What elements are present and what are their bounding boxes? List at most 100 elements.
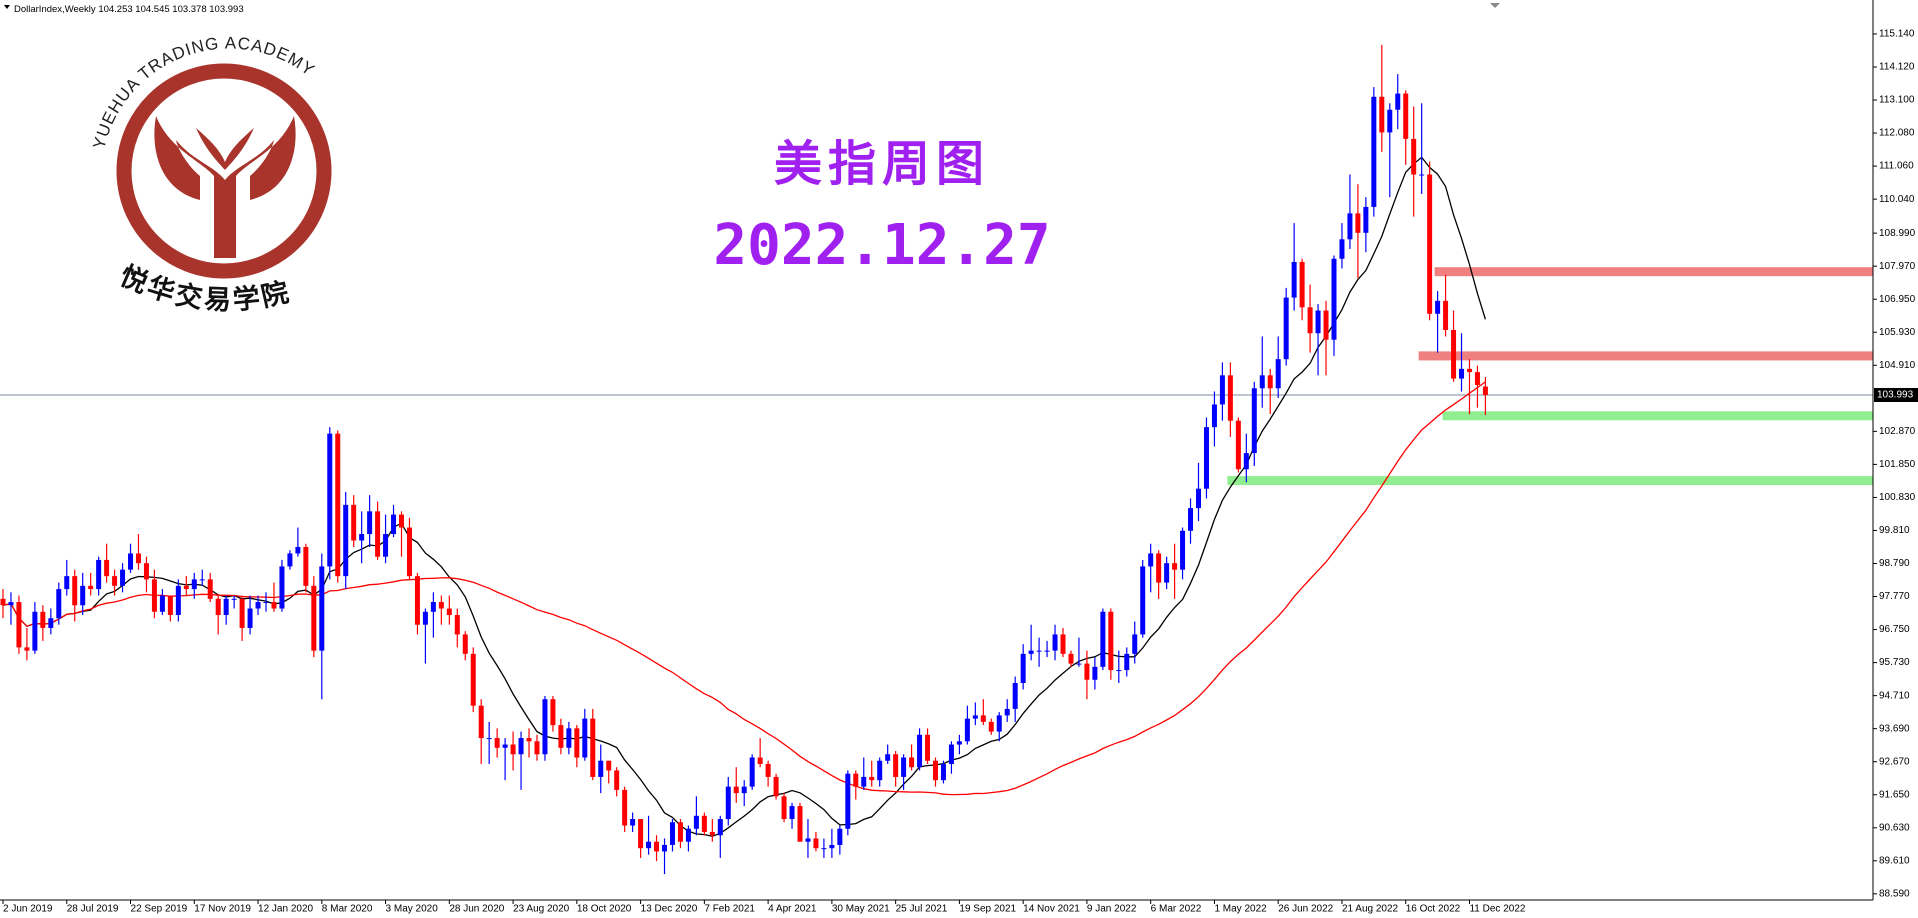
x-tick-label: 22 Sep 2019	[131, 904, 188, 915]
candle-body	[287, 553, 293, 567]
y-tick-label: 92.670	[1879, 756, 1910, 767]
y-tick-label: 94.710	[1879, 690, 1910, 701]
logo-emblem	[154, 116, 296, 258]
candle-body	[24, 647, 30, 651]
x-tick-label: 21 Aug 2022	[1342, 904, 1399, 915]
candle-body	[1164, 563, 1170, 583]
candle-body	[1227, 375, 1233, 421]
candle-body	[40, 611, 46, 628]
candle-body	[383, 534, 389, 557]
x-tick-label: 23 Aug 2020	[513, 904, 570, 915]
candle-body	[430, 602, 436, 612]
x-tick-label: 12 Jan 2020	[258, 904, 313, 915]
candle-body	[167, 595, 173, 615]
candle-body	[470, 653, 476, 706]
candle-body	[1044, 650, 1050, 652]
candle-body	[964, 718, 970, 742]
candle-body	[454, 614, 460, 635]
candle-body	[813, 838, 819, 849]
candle-body	[574, 728, 580, 758]
candle-body	[0, 598, 6, 606]
candle-body	[1084, 663, 1090, 680]
candle-body	[159, 595, 165, 612]
x-tick-label: 9 Jan 2022	[1087, 904, 1137, 915]
candle-body	[32, 611, 38, 651]
candle-body	[685, 828, 691, 842]
candle-body	[128, 553, 134, 570]
y-tick-label: 100.830	[1879, 492, 1916, 503]
candle-body	[1092, 666, 1098, 680]
y-tick-label: 97.770	[1879, 591, 1910, 602]
candle-body	[805, 838, 811, 842]
candle-body	[614, 770, 620, 790]
scroll-marker	[1490, 3, 1500, 8]
candle-body	[821, 848, 827, 850]
candle-body	[1387, 109, 1393, 133]
candle-body	[797, 806, 803, 842]
y-tick-label: 102.870	[1879, 426, 1916, 437]
candle-body	[88, 585, 94, 590]
candle-body	[1235, 420, 1241, 470]
candle-body	[1363, 206, 1369, 233]
chart-header: DollarIndex,Weekly 104.253 104.545 103.3…	[14, 4, 244, 15]
x-tick-label: 17 Nov 2019	[194, 904, 251, 915]
candle-body	[662, 844, 668, 852]
candle-body	[869, 776, 875, 781]
candle-body	[48, 618, 54, 628]
symbol: DollarIndex,Weekly	[14, 4, 96, 15]
candle-body	[1443, 300, 1449, 330]
candle-body	[901, 757, 907, 777]
y-tick-label: 95.730	[1879, 657, 1910, 668]
candle-body	[1243, 453, 1249, 470]
candle-body	[422, 611, 428, 625]
candle-body	[1283, 297, 1289, 360]
candle-body	[1379, 96, 1385, 133]
x-tick-label: 19 Sep 2021	[959, 904, 1016, 915]
chart-title: 美指周图	[774, 136, 990, 192]
candle-body	[1323, 310, 1329, 340]
x-tick-label: 1 May 2022	[1214, 904, 1267, 915]
y-tick-label: 91.650	[1879, 789, 1910, 800]
candle-body	[1219, 375, 1225, 405]
candle-body	[199, 579, 205, 581]
candle-body	[104, 559, 110, 577]
candle-body	[191, 579, 197, 590]
candle-body	[1482, 386, 1488, 395]
candle-body	[112, 576, 118, 586]
candle-body	[948, 744, 954, 764]
level-zone	[1442, 411, 1873, 421]
candle-body	[502, 744, 508, 748]
candle-body	[917, 734, 923, 768]
level-zone	[1227, 476, 1873, 486]
candle-body	[1211, 404, 1217, 428]
candle-body	[399, 514, 404, 528]
candle-body	[988, 721, 994, 732]
candle-body	[1004, 708, 1010, 716]
candle-body	[1267, 375, 1273, 389]
candle-body	[1156, 553, 1162, 583]
candle-body	[654, 841, 660, 852]
candle-body	[598, 760, 604, 777]
candle-body	[1020, 653, 1026, 684]
candle-body	[1355, 213, 1361, 233]
candle-body	[255, 602, 261, 609]
candle-body	[630, 819, 636, 826]
candle-body	[566, 728, 572, 748]
candle-body	[80, 585, 86, 606]
candle-body	[1419, 174, 1425, 176]
candle-body	[359, 534, 365, 541]
last-price-tag	[1874, 387, 1918, 402]
candle-body	[64, 576, 70, 590]
candle-body	[367, 511, 373, 535]
candle-body	[829, 844, 835, 849]
candle-body	[391, 514, 397, 535]
level-zone	[1434, 267, 1873, 277]
candle-body	[56, 589, 62, 619]
candle-body	[526, 738, 532, 742]
candle-body	[534, 741, 540, 755]
candle-body	[1116, 670, 1122, 672]
x-tick-label: 4 Apr 2021	[768, 904, 817, 915]
y-tick-label: 114.120	[1879, 62, 1915, 73]
candle-body	[733, 786, 739, 794]
